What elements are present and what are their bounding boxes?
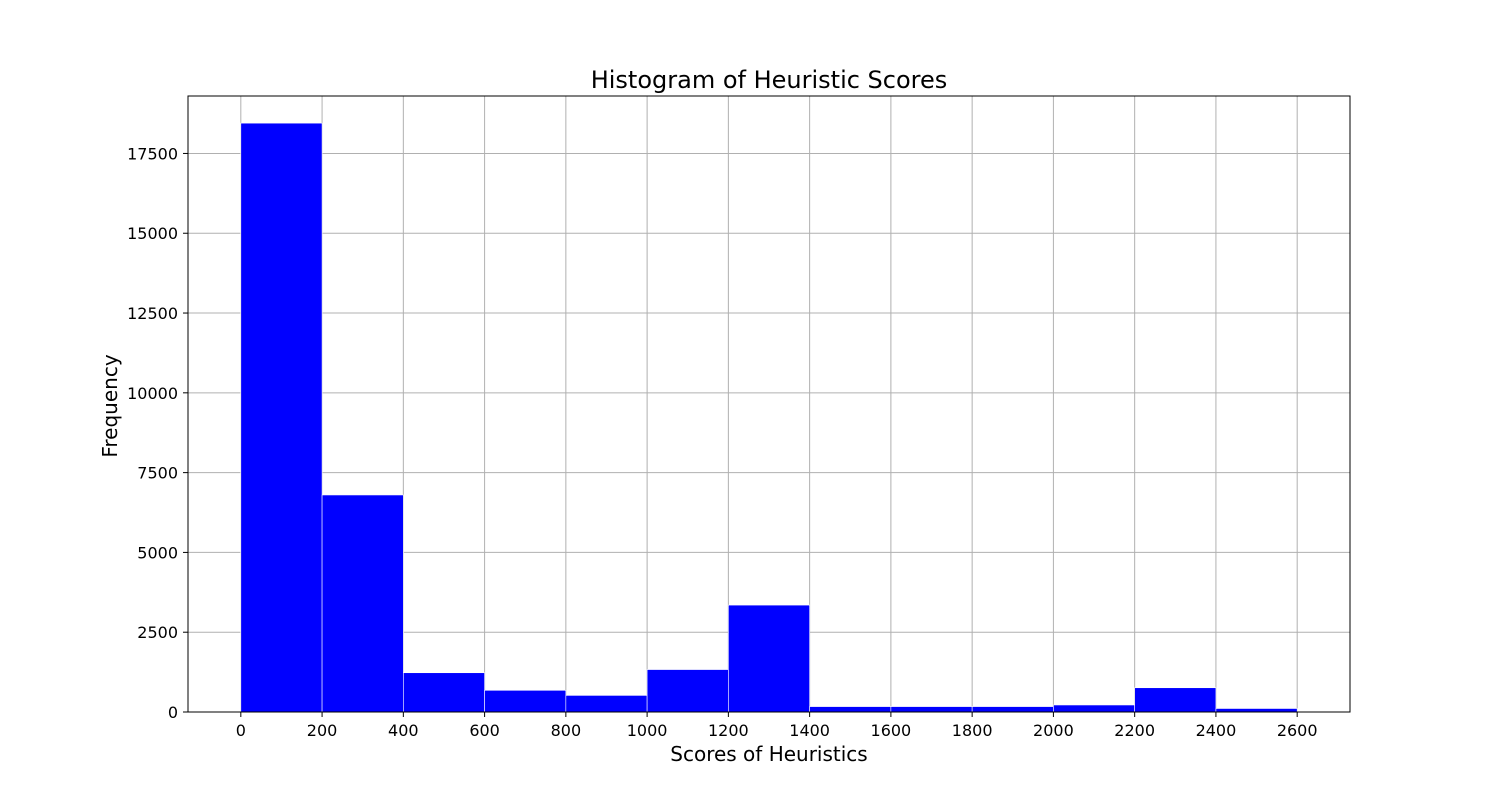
y-tick-label: 0 (168, 703, 178, 722)
y-tick-label: 5000 (137, 543, 178, 562)
y-axis-label: Frequency (98, 354, 122, 457)
x-tick-label: 800 (551, 721, 582, 740)
x-tick-label: 400 (388, 721, 419, 740)
histogram-bar (484, 689, 567, 713)
y-axis-ticks: 0 2500 5000 7500 10000 12500 15000 17500 (127, 144, 188, 722)
plot-frame (187, 95, 1351, 713)
x-tick-label: 200 (307, 721, 338, 740)
y-tick-label: 15000 (127, 224, 178, 243)
y-tick-label: 2500 (137, 623, 178, 642)
y-tick-label: 10000 (127, 384, 178, 403)
x-axis-ticks: 0 200 400 600 800 1000 1200 1400 1600 1800 2000 220… (236, 712, 1318, 740)
x-tick-label: 0 (236, 721, 246, 740)
histogram-bar (809, 706, 892, 713)
y-tick-label: 7500 (137, 464, 178, 483)
histogram-bar (240, 122, 323, 713)
y-tick-label: 12500 (127, 304, 178, 323)
grid-lines (188, 96, 1350, 713)
histogram-bar (890, 706, 973, 713)
x-tick-label: 1400 (789, 721, 830, 740)
histogram-bar (1134, 687, 1217, 713)
chart-title: Histogram of Heuristic Scores (591, 66, 948, 94)
histogram-bar (321, 494, 404, 713)
x-axis-label: Scores of Heuristics (670, 742, 867, 766)
x-tick-label: 2400 (1196, 721, 1237, 740)
histogram-bar (646, 669, 729, 713)
histogram-bars (240, 122, 1298, 713)
x-tick-label: 2600 (1277, 721, 1318, 740)
y-tick-label: 17500 (127, 144, 178, 163)
x-tick-label: 600 (469, 721, 500, 740)
histogram-bar (565, 695, 648, 713)
x-tick-label: 1600 (871, 721, 912, 740)
x-tick-label: 1800 (952, 721, 993, 740)
histogram-bar (1215, 708, 1298, 713)
x-tick-label: 1200 (708, 721, 749, 740)
histogram-bar (971, 706, 1054, 713)
x-tick-label: 2000 (1033, 721, 1074, 740)
histogram-bar (728, 604, 810, 713)
x-tick-label: 1000 (627, 721, 668, 740)
histogram-bar (403, 672, 485, 713)
x-tick-label: 2200 (1114, 721, 1155, 740)
histogram-bar (1053, 704, 1135, 713)
